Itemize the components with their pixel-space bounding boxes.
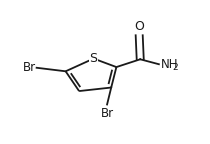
Text: NH: NH bbox=[161, 58, 178, 71]
Text: Br: Br bbox=[22, 61, 35, 74]
Text: 2: 2 bbox=[172, 62, 178, 72]
Text: O: O bbox=[134, 20, 144, 33]
Text: Br: Br bbox=[101, 107, 114, 120]
Text: S: S bbox=[90, 52, 98, 65]
